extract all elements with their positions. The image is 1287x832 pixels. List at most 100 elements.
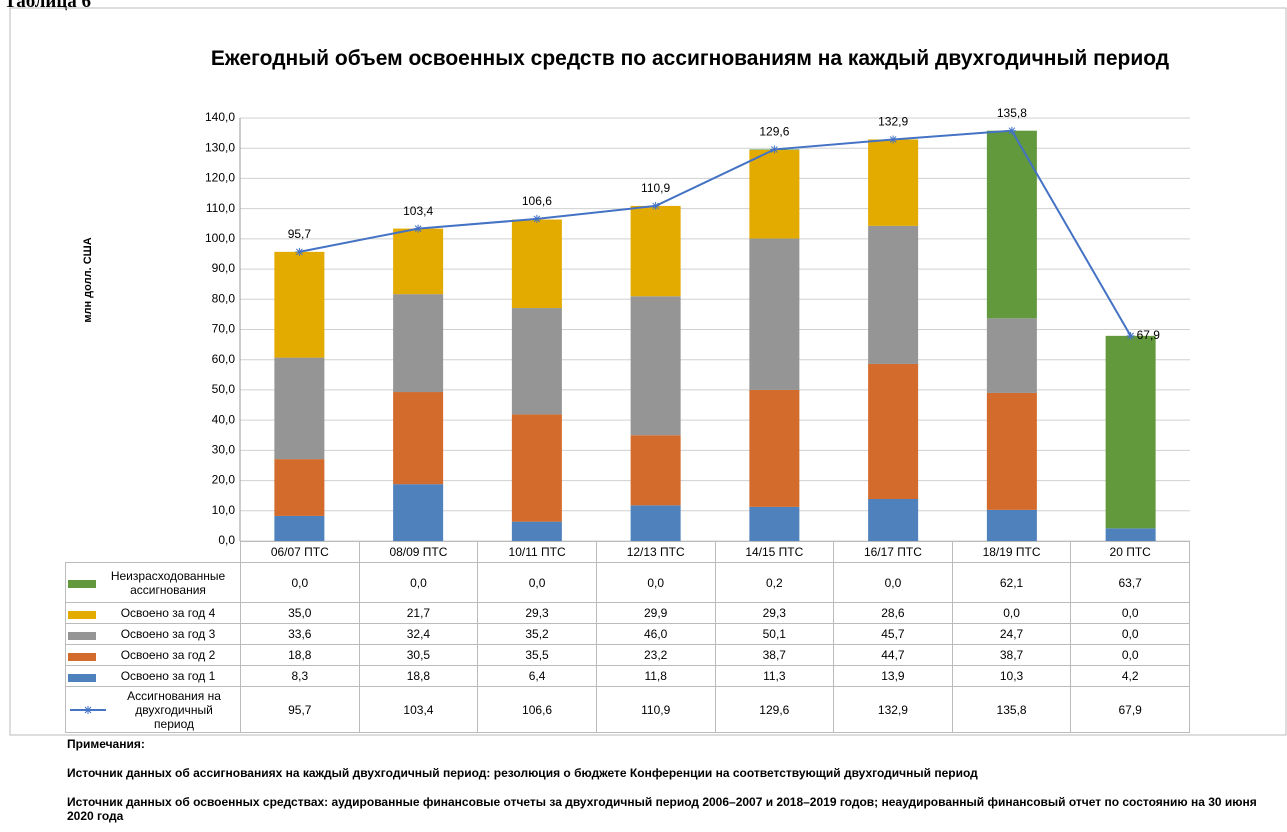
table-value: 33,6 bbox=[240, 623, 360, 645]
x-tick-label: 12/13 ПТС bbox=[595, 541, 716, 563]
chart-frame bbox=[9, 7, 1287, 736]
table-value: 0,0 bbox=[951, 602, 1072, 624]
table-value: 21,7 bbox=[358, 602, 479, 624]
data-label: 103,4 bbox=[403, 204, 433, 218]
y-tick-label: 20,0 bbox=[212, 473, 236, 487]
table-value: 32,4 bbox=[358, 623, 479, 645]
line bbox=[299, 129, 1132, 337]
table-value: 0,0 bbox=[595, 562, 716, 603]
bar bbox=[868, 499, 919, 541]
table-row: Освоено за год 4 35,0 21,7 29,3 29,9 29,3 28,6… bbox=[65, 602, 1190, 624]
table-value: 106,6 bbox=[477, 686, 597, 733]
table-value: 129,6 bbox=[714, 686, 835, 733]
table-value: 6,4 bbox=[477, 665, 597, 687]
table-value: 10,3 bbox=[951, 665, 1072, 687]
bar bbox=[511, 521, 562, 541]
table-value: 0,2 bbox=[714, 562, 835, 603]
table-value: 0,0 bbox=[1070, 623, 1190, 645]
table-value: 24,7 bbox=[951, 623, 1072, 645]
marker bbox=[770, 145, 779, 154]
table-value: 103,4 bbox=[358, 686, 479, 733]
legend-label: Неизрасходованные ассигнования bbox=[110, 568, 226, 597]
legend-entry: Освоено за год 4 bbox=[65, 602, 241, 624]
table-row: Освоено за год 2 18,8 30,5 35,5 23,2 38,7 44,7… bbox=[65, 644, 1190, 666]
table-value: 132,9 bbox=[833, 686, 953, 733]
bar bbox=[393, 392, 444, 485]
table-value: 38,7 bbox=[951, 644, 1072, 666]
legend-item: Неизрасходованные ассигнования bbox=[68, 569, 240, 597]
chart-title: Ежегодный объем освоенных средств по асс… bbox=[210, 47, 1170, 70]
table-value: 28,6 bbox=[833, 602, 953, 624]
y-tick-label: 110,0 bbox=[206, 201, 235, 215]
table-value: 11,3 bbox=[714, 665, 835, 687]
legend-entry: Неизрасходованные ассигнования bbox=[65, 562, 241, 603]
bar bbox=[868, 225, 919, 364]
table-value: 0,0 bbox=[240, 562, 360, 603]
bar bbox=[749, 150, 800, 239]
bar bbox=[986, 130, 1037, 319]
bar bbox=[1105, 335, 1156, 529]
x-tick-label: 20 ПТС bbox=[1070, 541, 1190, 563]
bar bbox=[393, 294, 444, 393]
data-label: 132,9 bbox=[878, 115, 908, 129]
legend-swatch bbox=[68, 580, 96, 588]
y-tick-label: 100,0 bbox=[205, 231, 235, 245]
bar bbox=[274, 459, 325, 516]
legend-entry: Ассигнования на двухгодичный период bbox=[65, 686, 241, 733]
bar bbox=[749, 238, 800, 390]
table-value: 45,7 bbox=[833, 623, 953, 645]
x-tick-label: 10/11 ПТС bbox=[477, 541, 597, 563]
table-value: 46,0 bbox=[595, 623, 716, 645]
legend-label: Освоено за год 2 bbox=[120, 648, 216, 662]
legend-label: Освоено за год 4 bbox=[120, 606, 216, 620]
bar bbox=[393, 228, 444, 295]
table-value: 4,2 bbox=[1070, 665, 1190, 687]
table-value: 29,3 bbox=[714, 602, 835, 624]
bar bbox=[749, 506, 800, 541]
data-label: 110,9 bbox=[641, 181, 670, 195]
legend-label: Освоено за год 3 bbox=[120, 627, 216, 641]
y-tick-label: 0,0 bbox=[218, 533, 235, 547]
table-value: 23,2 bbox=[595, 644, 716, 666]
legend-entry: Освоено за год 2 bbox=[65, 644, 241, 666]
table-value: 38,7 bbox=[714, 644, 835, 666]
legend-label: Ассигнования на двухгодичный период bbox=[127, 688, 221, 731]
table-value: 67,9 bbox=[1070, 686, 1190, 733]
table-value: 44,7 bbox=[833, 644, 953, 666]
legend-symbol bbox=[70, 705, 106, 714]
x-tick-label: 16/17 ПТС bbox=[833, 541, 953, 563]
marker bbox=[1007, 126, 1016, 135]
data-label: 106,6 bbox=[522, 194, 552, 208]
legend-swatch bbox=[68, 652, 96, 661]
legend-item: Ассигнования на двухгодичный период bbox=[68, 689, 240, 731]
bar bbox=[868, 363, 919, 500]
bar bbox=[511, 414, 562, 522]
legend-label: Освоено за год 1 bbox=[120, 669, 216, 683]
marker bbox=[295, 247, 304, 256]
table-value: 35,2 bbox=[477, 623, 597, 645]
table-value: 35,5 bbox=[477, 644, 597, 666]
x-tick-label: 14/15 ПТС bbox=[714, 541, 835, 563]
table-value: 11,8 bbox=[595, 665, 716, 687]
table-value: 30,5 bbox=[358, 644, 479, 666]
y-tick-label: 40,0 bbox=[212, 412, 236, 426]
bar bbox=[630, 505, 681, 541]
table-value: 0,0 bbox=[833, 562, 953, 603]
marker bbox=[889, 135, 898, 144]
marker bbox=[1126, 331, 1135, 340]
x-tick-label: 08/09 ПТС bbox=[358, 541, 479, 563]
bar bbox=[749, 389, 800, 507]
bar bbox=[630, 205, 681, 297]
bar bbox=[274, 357, 325, 460]
corner bbox=[66, 542, 241, 563]
notes-heading: Примечания: bbox=[67, 737, 145, 751]
data-label: 135,8 bbox=[997, 106, 1027, 120]
legend-entry: Освоено за год 3 bbox=[65, 623, 241, 645]
table-value: 18,8 bbox=[240, 644, 360, 666]
y-tick-label: 130,0 bbox=[205, 140, 235, 154]
legend-item: Освоено за год 2 bbox=[68, 648, 240, 662]
table-value: 35,0 bbox=[240, 602, 360, 624]
y-tick-label: 50,0 bbox=[212, 382, 236, 396]
marker bbox=[651, 201, 660, 210]
table-row: Неизрасходованные ассигнования 0,0 0,0 0,0 0… bbox=[65, 562, 1190, 603]
